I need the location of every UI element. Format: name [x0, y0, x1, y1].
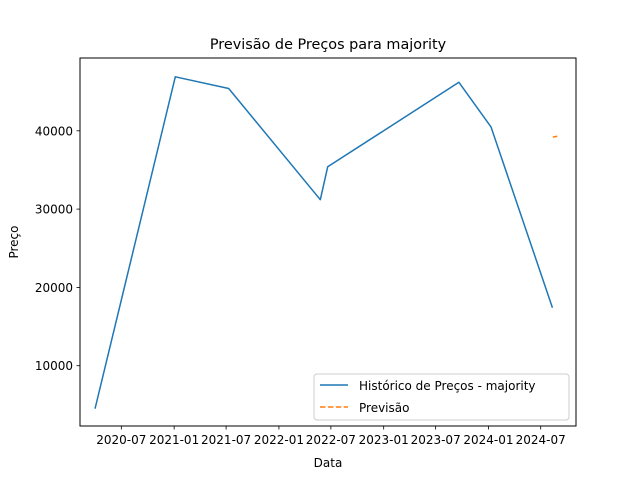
legend: Histórico de Preços - majority Previsão	[313, 373, 570, 421]
legend-label-previsao: Previsão	[359, 401, 409, 415]
y-tick-label: 20000	[35, 281, 73, 295]
x-axis: 2020-07 2021-01 2021-07 2022-01 2022-07 2023-…	[96, 426, 566, 447]
chart-title: Previsão de Preços para majority	[210, 37, 447, 53]
y-tick-label: 30000	[35, 203, 73, 217]
plot-frame	[79, 57, 577, 427]
x-tick-label: 2020-07	[96, 433, 146, 447]
legend-label-historico: Histórico de Preços - majority	[359, 379, 536, 393]
y-axis: 10000 20000 30000 40000	[35, 124, 80, 373]
x-tick-label: 2024-01	[463, 433, 513, 447]
x-axis-title: Data	[314, 456, 343, 470]
y-tick-label: 10000	[35, 359, 73, 373]
series-layer	[94, 76, 558, 409]
x-tick-label: 2022-07	[306, 433, 356, 447]
x-tick-label: 2022-01	[254, 433, 304, 447]
series-line-historico	[94, 76, 554, 409]
x-tick-label: 2023-01	[359, 433, 409, 447]
y-tick-label: 40000	[35, 124, 73, 138]
x-tick-label: 2023-07	[411, 433, 461, 447]
x-tick-label: 2024-07	[516, 433, 566, 447]
x-tick-label: 2021-07	[201, 433, 251, 447]
y-axis-title: Preço	[7, 225, 21, 258]
x-tick-label: 2021-01	[149, 433, 199, 447]
legend-box	[313, 373, 570, 421]
series-line-previsao	[552, 135, 558, 138]
